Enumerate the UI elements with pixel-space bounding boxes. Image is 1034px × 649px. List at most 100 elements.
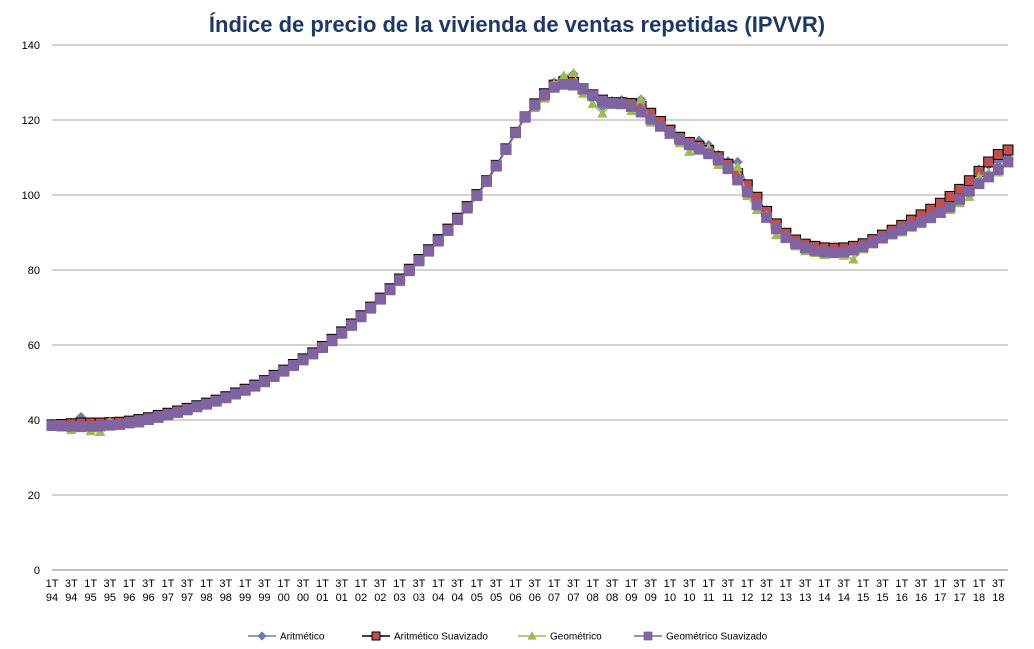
point-geometrico-suavizado [201, 398, 212, 410]
point-geometrico-suavizado [886, 228, 898, 240]
x-tick-label: 11 [722, 592, 733, 604]
y-tick-label: 100 [22, 190, 40, 202]
x-tick-label: 3T [181, 578, 194, 590]
series-line-geometrico-suavizado [51, 83, 1009, 428]
point-geometrico-suavizado [413, 255, 425, 267]
x-tick-label: 02 [374, 592, 386, 604]
point-geometrico-suavizado [46, 420, 58, 432]
point-geometrico-suavizado [384, 284, 396, 296]
x-tick-label: 3T [644, 578, 657, 590]
point-geometrico-suavizado [288, 360, 299, 372]
point-geometrico-suavizado [75, 421, 87, 433]
point-geometrico [732, 161, 743, 171]
point-geometrico-suavizado [568, 79, 579, 91]
legend-marker-aritmetico-suavizado [371, 631, 381, 641]
point-geometrico-suavizado [519, 111, 531, 123]
x-tick-label: 00 [278, 592, 290, 604]
point-geometrico-suavizado [123, 417, 135, 429]
x-tick-label: 99 [258, 592, 270, 604]
y-tick-label: 60 [28, 340, 40, 352]
point-geometrico-suavizado [741, 186, 753, 198]
x-tick-label: 04 [432, 592, 444, 604]
x-tick-label: 1T [548, 578, 561, 590]
point-geometrico-suavizado [278, 365, 290, 377]
point-geometrico [587, 98, 598, 108]
x-tick-label: 05 [490, 592, 502, 604]
point-geometrico [848, 254, 859, 264]
point-geometrico-suavizado [172, 407, 183, 418]
x-tick-label: 3T [451, 578, 464, 590]
x-tick-label: 05 [471, 592, 483, 604]
x-tick-label: 3T [992, 578, 1005, 590]
x-tick-label: 94 [65, 592, 77, 604]
x-tick-label: 1T [355, 578, 368, 590]
point-geometrico-suavizado [191, 401, 203, 413]
point-geometrico-suavizado [722, 163, 734, 175]
point-geometrico-suavizado [481, 176, 492, 187]
point-geometrico-suavizado [143, 414, 154, 426]
x-tick-label: 17 [934, 592, 946, 604]
x-tick-label: 02 [355, 592, 367, 604]
x-tick-label: 1T [316, 578, 329, 590]
point-geometrico-suavizado [162, 409, 174, 421]
x-tick-label: 15 [876, 592, 888, 604]
point-geometrico-suavizado [529, 99, 541, 111]
point-geometrico-suavizado [819, 246, 830, 258]
point-geometrico-suavizado [510, 127, 521, 139]
point-geometrico-suavizado [85, 420, 97, 432]
point-geometrico-suavizado [761, 212, 772, 223]
point-geometrico-suavizado [712, 154, 724, 166]
x-tick-label: 3T [104, 578, 117, 590]
point-geometrico-suavizado [770, 223, 782, 235]
x-tick-label: 3T [528, 578, 541, 590]
x-tick-label: 18 [973, 592, 985, 604]
point-geometrico-suavizado [616, 98, 628, 110]
point-geometrico-suavizado [104, 419, 116, 431]
point-geometrico-suavizado [809, 245, 821, 256]
x-tick-label: 95 [104, 592, 116, 604]
x-tick-label: 3T [683, 578, 696, 590]
legend-marker-geometrico [527, 631, 537, 640]
x-tick-label: 16 [915, 592, 927, 604]
x-tick-label: 15 [857, 592, 869, 604]
point-geometrico-suavizado [471, 190, 483, 202]
x-tick-label: 1T [934, 578, 947, 590]
x-tick-label: 3T [335, 578, 348, 590]
x-tick-label: 12 [760, 592, 772, 604]
point-geometrico-suavizado [500, 144, 512, 156]
x-tick-label: 01 [316, 592, 328, 604]
x-tick-label: 18 [992, 592, 1004, 604]
point-geometrico-suavizado [906, 220, 917, 232]
x-tick-label: 1T [470, 578, 483, 590]
point-geometrico-suavizado [65, 420, 77, 432]
point-geometrico-suavizado [133, 416, 145, 427]
x-tick-label: 08 [606, 592, 618, 604]
x-tick-label: 1T [432, 578, 445, 590]
x-tick-label: 3T [915, 578, 928, 590]
x-tick-label: 98 [220, 592, 232, 604]
point-aritmetico-suavizado [1002, 144, 1014, 156]
x-tick-label: 07 [548, 592, 560, 604]
point-geometrico-suavizado [355, 311, 367, 323]
point-geometrico-suavizado [297, 354, 309, 366]
x-tick-label: 13 [780, 592, 792, 604]
point-geometrico-suavizado [944, 201, 956, 213]
x-tick-label: 07 [567, 592, 579, 604]
point-geometrico-suavizado [307, 348, 319, 360]
legend-label-geometrico-suavizado: Geométrico Suavizado [666, 632, 768, 643]
x-tick-label: 3T [490, 578, 503, 590]
point-geometrico-suavizado [683, 139, 695, 151]
x-tick-label: 94 [46, 592, 58, 604]
point-geometrico [597, 108, 608, 118]
point-geometrico-suavizado [597, 95, 608, 107]
point-geometrico-suavizado [152, 411, 164, 423]
x-tick-label: 3T [567, 578, 580, 590]
x-tick-label: 17 [954, 592, 966, 604]
point-geometrico-suavizado [693, 143, 705, 155]
point-geometrico-suavizado [674, 134, 686, 145]
point-geometrico-suavizado [558, 78, 570, 90]
point-geometrico-suavizado [606, 98, 618, 109]
x-tick-label: 1T [779, 578, 792, 590]
point-geometrico-suavizado [925, 212, 937, 223]
x-tick-label: 10 [683, 592, 695, 604]
